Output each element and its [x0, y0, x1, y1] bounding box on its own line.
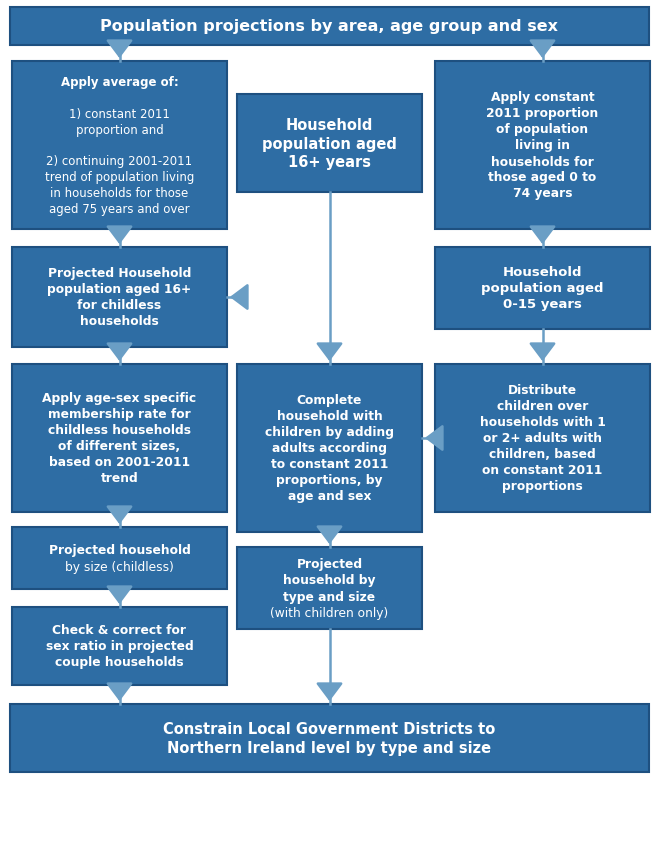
Text: Apply age-sex specific
membership rate for
childless households
of different siz: Apply age-sex specific membership rate f…: [42, 392, 196, 485]
Bar: [237, 95, 422, 192]
Text: in households for those: in households for those: [50, 187, 188, 200]
Text: 1) constant 2011: 1) constant 2011: [69, 107, 170, 121]
Text: trend of population living: trend of population living: [45, 171, 194, 184]
Text: Household
population aged
0-15 years: Household population aged 0-15 years: [481, 266, 604, 311]
Text: household by: household by: [283, 574, 376, 587]
Text: Constrain Local Government Districts to
Northern Ireland level by type and size: Constrain Local Government Districts to …: [163, 722, 496, 755]
Bar: [10, 704, 649, 772]
Bar: [12, 608, 227, 685]
Text: type and size: type and size: [283, 590, 376, 603]
Bar: [435, 365, 650, 512]
Bar: [12, 62, 227, 230]
Bar: [12, 528, 227, 589]
Text: Check & correct for
sex ratio in projected
couple households: Check & correct for sex ratio in project…: [45, 624, 193, 668]
Text: 2) continuing 2001-2011: 2) continuing 2001-2011: [46, 155, 192, 168]
Text: aged 75 years and over: aged 75 years and over: [49, 203, 190, 216]
Text: proportion and: proportion and: [76, 123, 163, 137]
Bar: [435, 62, 650, 230]
Bar: [435, 247, 650, 330]
Bar: [12, 365, 227, 512]
Bar: [237, 548, 422, 630]
Bar: [237, 365, 422, 533]
Text: Population projections by area, age group and sex: Population projections by area, age grou…: [101, 19, 558, 35]
Text: (with children only): (with children only): [270, 607, 389, 619]
Bar: [10, 8, 649, 46]
Text: Distribute
children over
households with 1
or 2+ adults with
children, based
on : Distribute children over households with…: [480, 384, 606, 493]
Text: Complete
household with
children by adding
adults according
to constant 2011
pro: Complete household with children by addi…: [265, 394, 394, 503]
Text: Apply average of:: Apply average of:: [61, 76, 179, 89]
Text: by size (childless): by size (childless): [65, 560, 174, 573]
Text: Household
population aged
16+ years: Household population aged 16+ years: [262, 118, 397, 170]
Text: Projected Household
population aged 16+
for childless
households: Projected Household population aged 16+ …: [47, 268, 192, 328]
Bar: [12, 247, 227, 348]
Text: Projected household: Projected household: [49, 544, 190, 556]
Text: Apply constant
2011 proportion
of population
living in
households for
those aged: Apply constant 2011 proportion of popula…: [486, 91, 598, 200]
Text: Projected: Projected: [297, 557, 362, 570]
